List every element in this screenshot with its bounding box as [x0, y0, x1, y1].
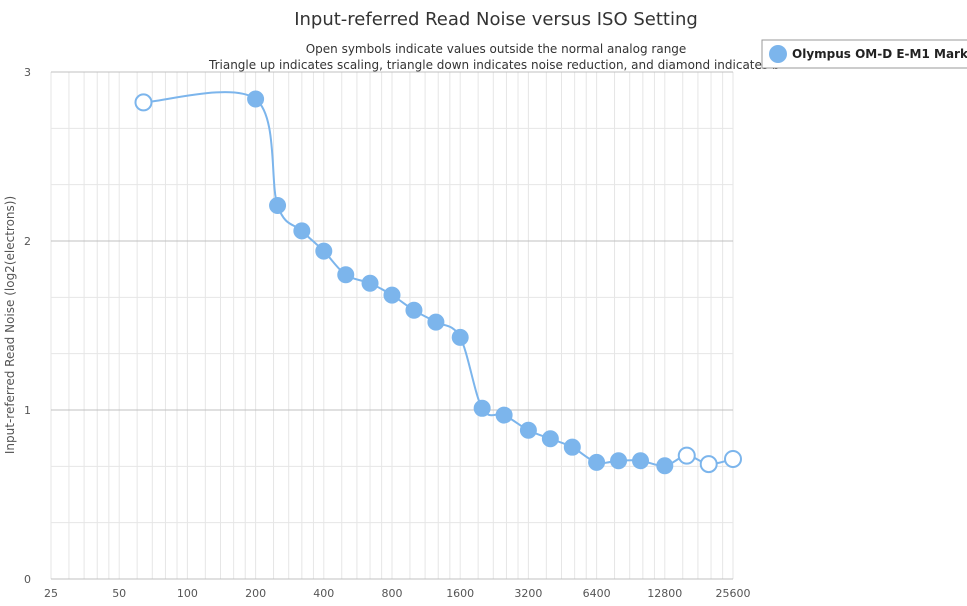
- chart-subtitle-line-2: Triangle up indicates scaling, triangle …: [208, 58, 780, 72]
- y-tick-label: 0: [24, 573, 31, 586]
- data-point[interactable]: [293, 222, 311, 240]
- x-tick-labels: 25 50 100 200 400 800 1600 3200 6400 12800 25600: [44, 587, 751, 600]
- data-point[interactable]: [473, 399, 491, 417]
- data-point[interactable]: [427, 313, 445, 331]
- series-layer: [134, 90, 742, 475]
- y-tick-label: 1: [24, 404, 31, 417]
- x-tick-label: 6400: [583, 587, 611, 600]
- chart-title: Input-referred Read Noise versus ISO Set…: [294, 9, 698, 30]
- data-point[interactable]: [656, 457, 674, 475]
- x-tick-label: 25600: [716, 587, 751, 600]
- data-point[interactable]: [610, 452, 628, 470]
- legend[interactable]: Olympus OM-D E-M1 Mark II: [761, 39, 967, 69]
- x-tick-label: 12800: [647, 587, 682, 600]
- y-tick-label: 3: [24, 66, 31, 79]
- x-tick-label: 800: [382, 587, 403, 600]
- data-point[interactable]: [632, 452, 650, 470]
- y-tick-labels: 0 1 2 3: [24, 66, 31, 586]
- legend-box: [761, 39, 967, 69]
- data-point[interactable]: [405, 301, 423, 319]
- data-point[interactable]: [451, 328, 469, 346]
- data-point[interactable]: [269, 197, 287, 215]
- x-tick-label: 1600: [446, 587, 474, 600]
- x-tick-label: 200: [245, 587, 266, 600]
- data-point-open[interactable]: [134, 93, 153, 112]
- x-tick-label: 100: [177, 587, 198, 600]
- data-point[interactable]: [563, 438, 581, 456]
- data-point[interactable]: [337, 266, 355, 284]
- grid: [50, 71, 734, 580]
- data-point-open[interactable]: [677, 446, 696, 465]
- data-point[interactable]: [361, 274, 379, 292]
- x-tick-label: 50: [112, 587, 126, 600]
- data-point-open[interactable]: [724, 450, 742, 469]
- y-axis-label: Input-referred Read Noise (log2(electron…: [3, 196, 17, 454]
- legend-item-label[interactable]: Olympus OM-D E-M1 Mark II: [792, 47, 967, 61]
- y-tick-label: 2: [24, 235, 31, 248]
- legend-symbol: [769, 45, 787, 63]
- x-tick-label: 400: [313, 587, 334, 600]
- data-point[interactable]: [588, 453, 606, 471]
- data-point-open[interactable]: [699, 455, 718, 474]
- data-point[interactable]: [315, 242, 333, 260]
- x-tick-label: 25: [44, 587, 58, 600]
- chart-subtitle-line-1: Open symbols indicate values outside the…: [306, 42, 687, 56]
- data-point[interactable]: [383, 286, 401, 304]
- data-point[interactable]: [495, 406, 513, 424]
- data-point[interactable]: [519, 421, 537, 439]
- data-point[interactable]: [247, 90, 265, 108]
- data-point[interactable]: [541, 430, 559, 448]
- x-tick-label: 3200: [514, 587, 542, 600]
